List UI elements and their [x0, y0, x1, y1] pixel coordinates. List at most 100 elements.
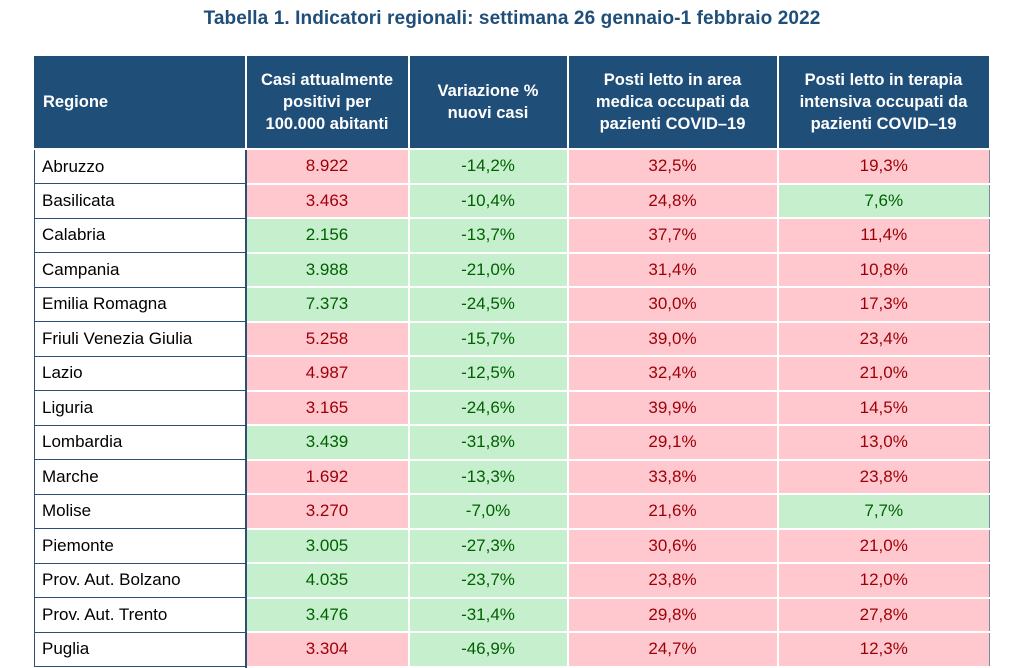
header-region: Regione	[34, 56, 247, 150]
table-row: Lazio 4.987 -12,5% 32,4% 21,0%	[34, 355, 990, 392]
header-row: Regione Casi attualmente positivi per 10…	[34, 56, 991, 150]
icu-beds-cell: 17,3%	[776, 286, 990, 323]
variation-cell: -31,8%	[407, 424, 569, 461]
table-title: Tabella 1. Indicatori regionali: settima…	[203, 8, 821, 29]
cases-cell: 3.439	[244, 424, 410, 461]
cases-cell: 4.987	[244, 355, 410, 392]
variation-cell: -24,6%	[407, 389, 569, 426]
medical-beds-cell: 30,6%	[566, 527, 779, 564]
cases-cell: 3.165	[244, 389, 410, 426]
icu-beds-cell: 27,8%	[776, 596, 990, 633]
region-cell: Piemonte	[34, 528, 247, 564]
medical-beds-cell: 31,4%	[566, 251, 779, 288]
medical-beds-cell: 24,7%	[566, 631, 779, 668]
region-cell: Calabria	[34, 217, 247, 253]
medical-beds-cell: 32,5%	[566, 148, 779, 185]
table-row: Friuli Venezia Giulia 5.258 -15,7% 39,0% 23,…	[34, 320, 990, 357]
icu-beds-cell: 21,0%	[776, 355, 990, 392]
table-row: Abruzzo 8.922 -14,2% 32,5% 19,3%	[34, 148, 990, 185]
region-cell: Marche	[34, 459, 247, 495]
table-row: Campania 3.988 -21,0% 31,4% 10,8%	[34, 251, 990, 288]
table-row: Molise 3.270 -7,0% 21,6% 7,7%	[34, 493, 990, 530]
header-variation: Variazione % nuovi casi	[407, 56, 569, 150]
region-cell: Lombardia	[34, 424, 247, 460]
variation-cell: -27,3%	[407, 527, 569, 564]
cases-cell: 8.922	[244, 148, 410, 185]
variation-cell: -31,4%	[407, 596, 569, 633]
medical-beds-cell: 29,8%	[566, 596, 779, 633]
variation-cell: -46,9%	[407, 631, 569, 668]
cases-cell: 3.988	[244, 251, 410, 288]
variation-cell: -15,7%	[407, 320, 569, 357]
table-row: Lombardia 3.439 -31,8% 29,1% 13,0%	[34, 424, 990, 461]
table-row: Prov. Aut. Bolzano 4.035 -23,7% 23,8% 12,0%	[34, 562, 990, 599]
variation-cell: -7,0%	[407, 493, 569, 530]
icu-beds-cell: 23,8%	[776, 458, 990, 495]
header-medical-beds: Posti letto in area medica occupati da p…	[566, 56, 779, 150]
cases-cell: 5.258	[244, 320, 410, 357]
medical-beds-cell: 30,0%	[566, 286, 779, 323]
icu-beds-cell: 23,4%	[776, 320, 990, 357]
medical-beds-cell: 37,7%	[566, 217, 779, 254]
variation-cell: -10,4%	[407, 182, 569, 219]
variation-cell: -13,3%	[407, 458, 569, 495]
variation-cell: -12,5%	[407, 355, 569, 392]
variation-cell: -14,2%	[407, 148, 569, 185]
icu-beds-cell: 12,3%	[776, 631, 990, 668]
icu-beds-cell: 11,4%	[776, 217, 990, 254]
cases-cell: 2.156	[244, 217, 410, 254]
medical-beds-cell: 32,4%	[566, 355, 779, 392]
cases-cell: 4.035	[244, 562, 410, 599]
icu-beds-cell: 14,5%	[776, 389, 990, 426]
region-cell: Emilia Romagna	[34, 286, 247, 322]
icu-beds-cell: 19,3%	[776, 148, 990, 185]
regional-indicators-table: Regione Casi attualmente positivi per 10…	[34, 56, 991, 668]
table-row: Marche 1.692 -13,3% 33,8% 23,8%	[34, 458, 990, 495]
medical-beds-cell: 21,6%	[566, 493, 779, 530]
table-header: Regione Casi attualmente positivi per 10…	[34, 56, 991, 150]
region-cell: Liguria	[34, 390, 247, 426]
table-row: Liguria 3.165 -24,6% 39,9% 14,5%	[34, 389, 990, 426]
icu-beds-cell: 7,6%	[776, 182, 990, 219]
region-cell: Molise	[34, 493, 247, 529]
region-cell: Puglia	[34, 631, 247, 667]
icu-beds-cell: 7,7%	[776, 493, 990, 530]
table-row: Piemonte 3.005 -27,3% 30,6% 21,0%	[34, 527, 990, 564]
variation-cell: -13,7%	[407, 217, 569, 254]
cases-cell: 3.476	[244, 596, 410, 633]
cases-cell: 1.692	[244, 458, 410, 495]
icu-beds-cell: 13,0%	[776, 424, 990, 461]
table-row: Puglia 3.304 -46,9% 24,7% 12,3%	[34, 631, 990, 668]
cases-cell: 3.463	[244, 182, 410, 219]
region-cell: Lazio	[34, 355, 247, 391]
region-cell: Prov. Aut. Trento	[34, 597, 247, 633]
icu-beds-cell: 12,0%	[776, 562, 990, 599]
region-cell: Campania	[34, 252, 247, 288]
table-row: Prov. Aut. Trento 3.476 -31,4% 29,8% 27,8%	[34, 596, 990, 633]
medical-beds-cell: 33,8%	[566, 458, 779, 495]
medical-beds-cell: 39,9%	[566, 389, 779, 426]
icu-beds-cell: 10,8%	[776, 251, 990, 288]
table-row: Emilia Romagna 7.373 -24,5% 30,0% 17,3%	[34, 286, 990, 323]
table-body: Abruzzo 8.922 -14,2% 32,5% 19,3% Basilicata 3.…	[34, 148, 990, 668]
variation-cell: -21,0%	[407, 251, 569, 288]
cases-cell: 3.304	[244, 631, 410, 668]
table-row: Calabria 2.156 -13,7% 37,7% 11,4%	[34, 217, 990, 254]
header-icu-beds: Posti letto in terapia intensiva occupat…	[776, 56, 991, 150]
medical-beds-cell: 29,1%	[566, 424, 779, 461]
table-row: Basilicata 3.463 -10,4% 24,8% 7,6%	[34, 182, 990, 219]
variation-cell: -23,7%	[407, 562, 569, 599]
variation-cell: -24,5%	[407, 286, 569, 323]
icu-beds-cell: 21,0%	[776, 527, 990, 564]
medical-beds-cell: 23,8%	[566, 562, 779, 599]
region-cell: Prov. Aut. Bolzano	[34, 562, 247, 598]
header-cases: Casi attualmente positivi per 100.000 ab…	[244, 56, 410, 150]
medical-beds-cell: 39,0%	[566, 320, 779, 357]
cases-cell: 3.270	[244, 493, 410, 530]
region-cell: Basilicata	[34, 183, 247, 219]
cases-cell: 7.373	[244, 286, 410, 323]
region-cell: Friuli Venezia Giulia	[34, 321, 247, 357]
medical-beds-cell: 24,8%	[566, 182, 779, 219]
cases-cell: 3.005	[244, 527, 410, 564]
region-cell: Abruzzo	[34, 148, 247, 184]
